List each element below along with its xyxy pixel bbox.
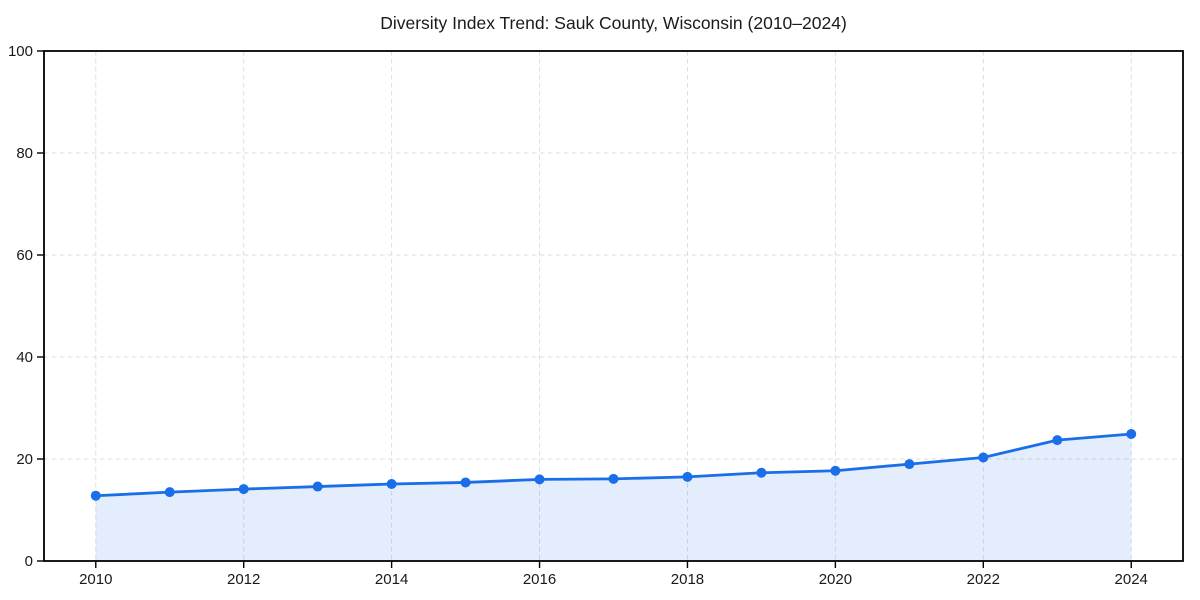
y-tick-label: 80 [16,145,33,162]
x-tick-label: 2020 [819,571,852,588]
data-point [830,465,841,476]
data-point [978,452,989,463]
data-point [608,473,619,484]
y-tick-label: 0 [25,553,33,570]
data-point [756,467,767,478]
data-point [1052,435,1063,446]
plot-border [43,50,1184,562]
y-tick-label: 100 [8,43,33,60]
data-point [164,487,175,498]
data-point [386,478,397,489]
chart-title: Diversity Index Trend: Sauk County, Wisc… [380,13,847,33]
data-point [534,474,545,485]
x-tick-label: 2022 [967,571,1000,588]
x-tick-label: 2014 [375,571,408,588]
y-tick-label: 20 [16,451,33,468]
data-point [682,471,693,482]
x-tick-label: 2016 [523,571,556,588]
area-fill [95,434,1132,561]
y-tick-label: 40 [16,349,33,366]
data-point [904,459,915,470]
data-point [238,484,249,495]
x-tick-label: 2010 [79,571,112,588]
x-tick-label: 2024 [1115,571,1148,588]
x-tick-label: 2018 [671,571,704,588]
data-point [460,477,471,488]
data-point [312,481,323,492]
data-point [1126,429,1137,440]
x-tick-label: 2012 [227,571,260,588]
y-tick-label: 60 [16,247,33,264]
data-point [90,490,101,501]
